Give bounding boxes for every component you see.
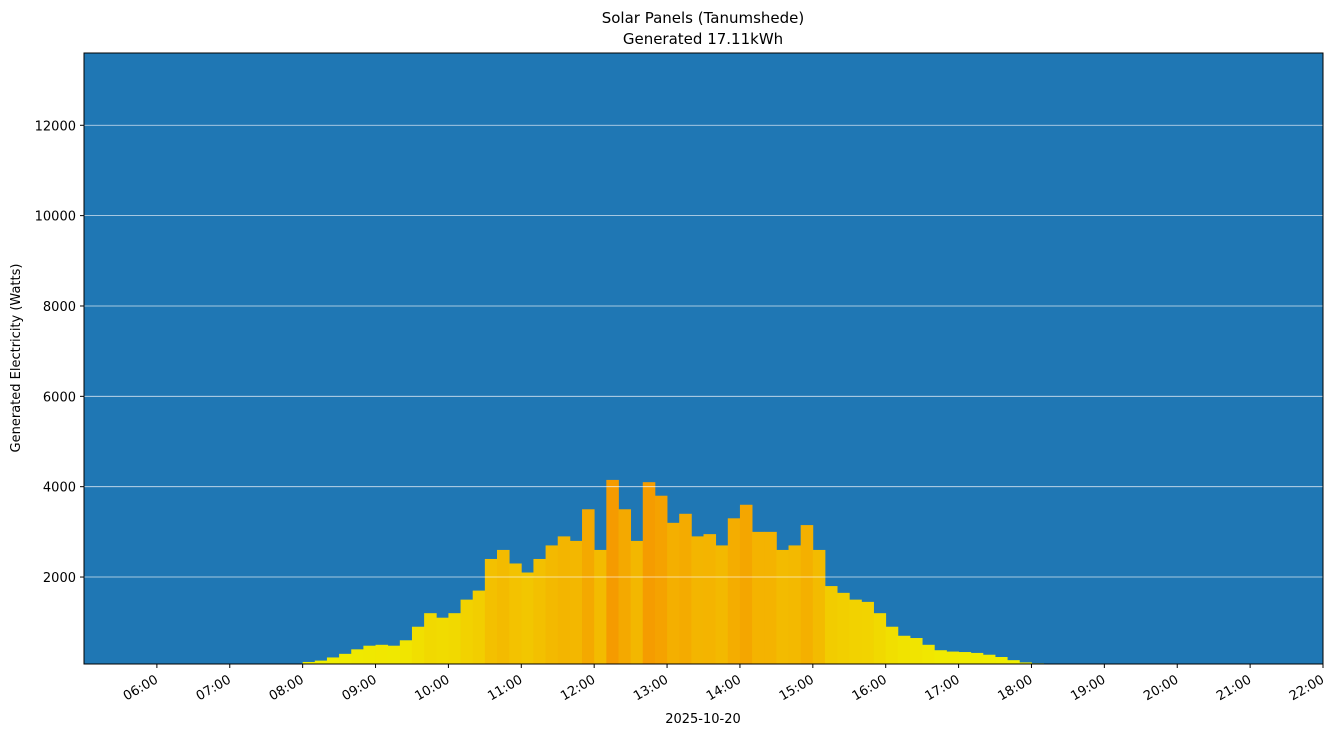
bar <box>667 522 680 664</box>
x-tick-label: 19:00 <box>1068 672 1108 704</box>
y-tick-label: 6000 <box>43 390 76 405</box>
bar <box>970 652 984 664</box>
y-tick-label: 4000 <box>43 481 76 496</box>
bar <box>630 540 644 664</box>
bar <box>533 558 546 664</box>
bar <box>897 635 911 664</box>
bar <box>715 545 729 664</box>
bar <box>351 649 364 664</box>
x-tick-label: 07:00 <box>194 672 234 704</box>
bar <box>691 536 704 664</box>
x-tick-label: 15:00 <box>777 672 817 704</box>
bar <box>363 645 376 664</box>
bar <box>776 549 789 664</box>
bar <box>472 590 486 664</box>
x-tick-label: 08:00 <box>267 672 307 704</box>
bar <box>849 599 862 664</box>
bar <box>497 549 510 664</box>
x-tick-label: 21:00 <box>1214 672 1254 704</box>
x-tick-label: 20:00 <box>1141 672 1181 704</box>
x-tick-label: 06:00 <box>121 672 161 704</box>
bar <box>679 513 692 664</box>
bar <box>582 509 595 664</box>
x-tick-label: 17:00 <box>923 672 963 704</box>
bar <box>934 650 947 664</box>
bar <box>521 572 534 664</box>
bar <box>764 531 777 664</box>
x-tick-label: 16:00 <box>850 672 890 704</box>
bar <box>752 531 765 664</box>
bar <box>824 586 838 664</box>
bar <box>594 549 607 664</box>
bar <box>873 613 887 664</box>
x-axis-label: 2025-10-20 <box>665 712 741 727</box>
x-tick-label: 13:00 <box>631 672 671 704</box>
y-tick-label: 12000 <box>35 119 76 134</box>
bar <box>484 558 498 664</box>
y-axis-label: Generated Electricity (Watts) <box>9 264 24 453</box>
bar <box>995 656 1008 664</box>
bar <box>642 482 656 664</box>
bar <box>1019 662 1032 664</box>
bar <box>654 495 668 664</box>
bar <box>424 613 437 664</box>
x-tick-label: 11:00 <box>485 672 525 704</box>
y-tick-label: 2000 <box>43 571 76 586</box>
plot-frame <box>83 52 1324 665</box>
bar <box>982 654 996 664</box>
bar <box>861 601 874 664</box>
bar <box>885 626 899 664</box>
y-tick-label: 8000 <box>43 300 76 315</box>
bar <box>302 661 316 664</box>
bar <box>436 617 449 664</box>
bar <box>739 504 753 664</box>
bar <box>703 534 717 664</box>
bar <box>411 626 425 664</box>
bar <box>922 644 935 664</box>
chart-title: Solar Panels (Tanumshede) <box>602 9 805 27</box>
chart-subtitle: Generated 17.11kWh <box>623 30 783 48</box>
bar <box>460 599 474 664</box>
y-tick-label: 10000 <box>35 210 76 225</box>
bar <box>800 525 814 664</box>
x-tick-label: 14:00 <box>704 672 744 704</box>
x-tick-label: 10:00 <box>412 672 452 704</box>
bar <box>910 638 923 664</box>
bar <box>727 518 741 664</box>
bar <box>812 549 826 664</box>
x-tick-label: 22:00 <box>1287 672 1327 704</box>
x-tick-label: 09:00 <box>340 672 380 704</box>
bar <box>958 652 972 664</box>
x-tick-label: 18:00 <box>996 672 1036 704</box>
bar <box>375 644 389 664</box>
bar <box>557 536 571 664</box>
bar <box>837 592 850 664</box>
bar <box>618 509 632 664</box>
bar <box>314 660 328 664</box>
bars <box>302 479 1081 664</box>
bar <box>788 545 802 664</box>
bar <box>545 545 559 664</box>
bar <box>946 651 959 664</box>
x-tick-label: 12:00 <box>558 672 598 704</box>
bar <box>399 640 413 664</box>
bar <box>606 479 619 664</box>
bar <box>326 657 340 664</box>
bar <box>569 540 583 664</box>
bar <box>509 563 522 664</box>
bar <box>387 645 401 664</box>
bar <box>339 653 352 664</box>
bar <box>1007 660 1020 664</box>
bar <box>448 613 461 664</box>
